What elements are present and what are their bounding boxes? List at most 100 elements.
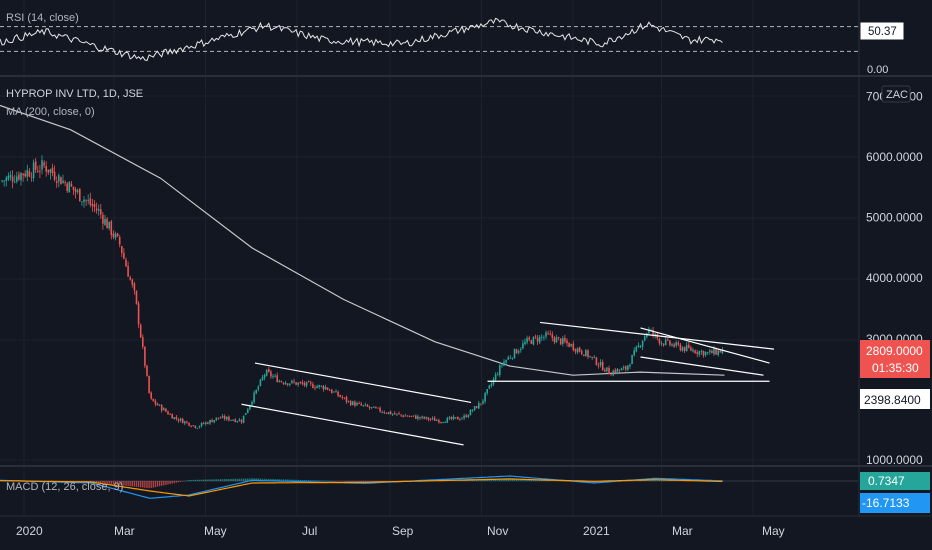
candle-body-171	[360, 403, 362, 406]
macd-hist-80	[167, 481, 169, 485]
candle-body-32	[68, 182, 71, 193]
candle-body-23	[49, 169, 52, 173]
macd-hist-92	[192, 479, 194, 481]
macd-hist-304	[637, 480, 640, 482]
candle-body-118	[249, 404, 251, 410]
candle-body-303	[637, 345, 640, 347]
macd-hist-302	[633, 480, 635, 482]
time-label-2021: 2021	[583, 524, 610, 538]
candle-body-261	[549, 333, 551, 335]
candle-body-251	[528, 337, 530, 340]
candle-body-64	[135, 290, 138, 304]
candle-body-279	[587, 350, 589, 358]
candle-body-96	[202, 423, 205, 425]
candle-body-124	[261, 377, 264, 380]
candle-body-132	[278, 380, 281, 383]
macd-hist-135	[282, 479, 285, 481]
candle-body-126	[265, 369, 268, 376]
candle-body-86	[181, 418, 184, 424]
candle-body-160	[337, 391, 339, 396]
macd-hist-68	[142, 481, 144, 488]
candle-body-289	[608, 367, 610, 375]
candle-body-283	[595, 357, 598, 366]
candle-body-254	[534, 336, 537, 338]
macd-hist-66	[137, 481, 140, 488]
candle-body-200	[421, 416, 423, 418]
trendline-4	[640, 356, 764, 376]
candle-body-257	[541, 336, 543, 338]
candle-body-107	[226, 416, 228, 420]
macd-hist-179	[375, 481, 377, 482]
macd-hist-154	[322, 480, 325, 482]
candle-body-140	[295, 382, 297, 385]
candle-body-278	[585, 350, 587, 357]
macd-hist-143	[299, 479, 301, 481]
candle-body-294	[618, 369, 621, 371]
currency-label: ZAC	[886, 89, 908, 101]
macd-hist-112	[234, 478, 236, 481]
macd-hist-155	[324, 480, 327, 482]
candle-body-231	[486, 389, 488, 394]
macd-hist-84	[175, 481, 178, 483]
candle-body-42	[89, 198, 92, 205]
candle-body-323	[679, 344, 682, 351]
candle-body-113	[238, 419, 241, 422]
candle-body-225	[473, 406, 476, 410]
candle-body-77	[163, 408, 165, 411]
candle-body-249	[524, 341, 526, 345]
candle-body-284	[597, 365, 600, 367]
candle-body-328	[690, 347, 692, 351]
candle-body-156	[328, 390, 331, 391]
macd-hist-98	[205, 479, 207, 481]
macd-hist-153	[320, 480, 322, 482]
candle-body-232	[488, 385, 491, 389]
macd-hist-181	[379, 481, 381, 482]
candle-body-137	[289, 383, 291, 385]
candle-body-174	[366, 404, 369, 407]
candle-body-39	[83, 199, 85, 202]
candle-body-270	[568, 342, 570, 347]
candle-body-144	[303, 383, 306, 386]
candle-body-217	[457, 416, 459, 420]
candle-body-276	[580, 350, 583, 354]
candle-body-175	[368, 406, 371, 408]
candle-body-250	[526, 338, 528, 343]
macd-hist-71	[148, 481, 150, 489]
candle-body-206	[433, 417, 436, 421]
macd-hist-177	[371, 481, 373, 482]
candle-body-106	[223, 416, 226, 420]
grid	[0, 0, 858, 516]
candle-body-330	[694, 350, 696, 354]
candle-body-331	[696, 352, 698, 354]
candle-body-100	[211, 420, 213, 423]
time-label-may-2020: May	[204, 524, 227, 538]
candle-body-203	[427, 417, 430, 420]
candle-body-161	[339, 395, 341, 397]
signal-line	[0, 478, 723, 497]
symbol-title[interactable]: HYPROP INV LTD, 1D, JSE	[6, 88, 143, 100]
candle-body-4	[9, 174, 12, 178]
macd-hist-111	[232, 478, 234, 481]
macd-hist-303	[635, 480, 637, 482]
currency-badge[interactable]: ZAC	[881, 85, 911, 103]
macd-hist-175	[366, 481, 369, 482]
ma-legend-label[interactable]: MA (200, close, 0)	[6, 106, 95, 118]
candle-body-172	[362, 405, 365, 406]
macd-hist-299	[627, 481, 629, 482]
last-price-badge: 2809.0000 01:35:30	[860, 340, 930, 378]
time-label-jul-2020: Jul	[302, 524, 317, 538]
macd-hist-301	[631, 480, 633, 482]
candle-body-40	[85, 199, 87, 201]
candle-body-50	[106, 218, 108, 229]
candle-body-71	[150, 392, 152, 399]
candle-body-180	[379, 407, 381, 412]
macd-hist-119	[249, 478, 251, 481]
candle-body-202	[425, 416, 428, 419]
macd-hist-45	[93, 481, 96, 483]
candle-body-281	[591, 356, 593, 358]
macd-hist-52	[108, 481, 110, 484]
time-axis[interactable]: 2020 Mar May Jul Sep Nov 2021 Mar May	[16, 524, 785, 538]
candle-body-325	[683, 346, 686, 352]
macd-hist-158	[331, 480, 333, 482]
